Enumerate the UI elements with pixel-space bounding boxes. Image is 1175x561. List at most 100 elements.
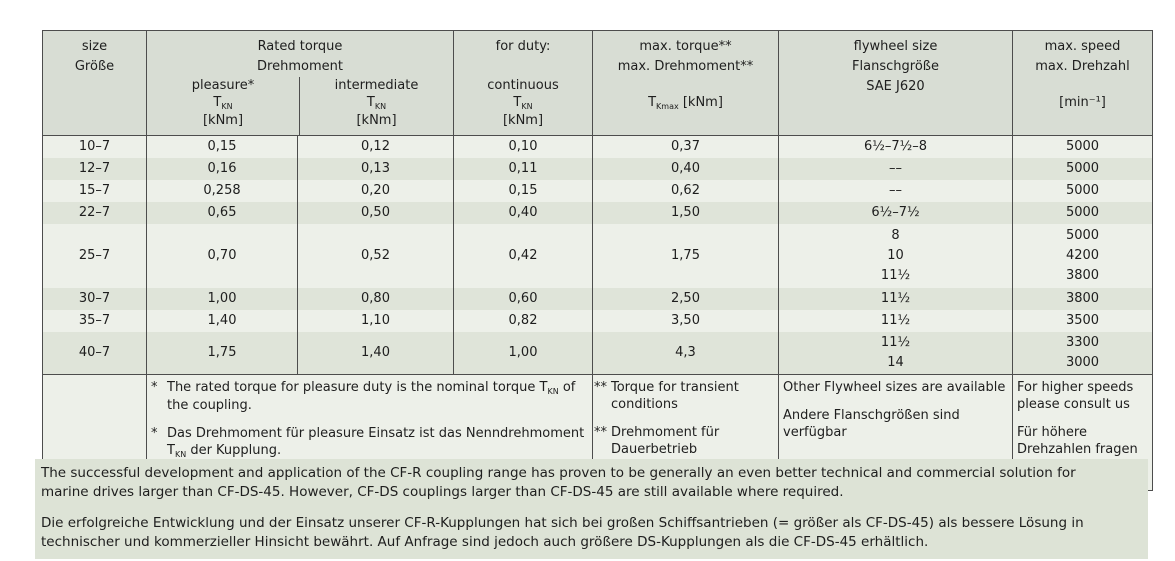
header-cell-size: size Größe: [42, 30, 147, 136]
cell-size: 22–7: [42, 201, 147, 224]
cell-intermediate: 0,13: [297, 157, 454, 180]
header-cell-max-torque: max. torque** max. Drehmoment** TKmax [k…: [592, 30, 779, 136]
cell-speed: 3300 3000: [1012, 331, 1153, 375]
max-speed-label-de: max. Drehzahl: [1035, 59, 1130, 74]
cell-flywheel: 6½–7½–8: [778, 135, 1013, 158]
cell-pleasure: 0,15: [146, 135, 298, 158]
flywheel-standard: SAE J620: [866, 79, 925, 94]
knm-unit: [kNm]: [356, 113, 397, 128]
max-speed-label-en: max. speed: [1044, 39, 1121, 54]
header-row: size Größe Rated torque Drehmoment: [42, 30, 1153, 136]
cell-continuous: 1,00: [453, 331, 593, 375]
table-body: 10–7 0,15 0,12 0,10 0,37 6½–7½–8 5000 12…: [42, 135, 1153, 491]
tkn-symbol: TKN: [513, 95, 533, 111]
cell-size: 40–7: [42, 331, 147, 375]
cell-speed: 3800: [1012, 287, 1153, 310]
footnote-dstar-de: ** Drehmoment für Dauerbetrieb: [594, 424, 774, 458]
table-row: 12–7 0,16 0,13 0,11 0,40 –– 5000: [42, 157, 1153, 180]
max-torque-label-de: max. Drehmoment**: [617, 59, 754, 74]
rated-torque-label-de: Drehmoment: [257, 59, 343, 74]
coupling-spec-table: size Größe Rated torque Drehmoment: [42, 30, 1153, 491]
cell-intermediate: 0,12: [297, 135, 454, 158]
cell-max-torque: 1,75: [592, 223, 779, 288]
footnote-star-en: * The rated torque for pleasure duty is …: [151, 379, 588, 414]
cell-flywheel: 11½: [778, 309, 1013, 332]
size-label-de: Größe: [74, 59, 115, 74]
tkmax-symbol: TKmax [kNm]: [648, 95, 723, 111]
cell-intermediate: 0,20: [297, 179, 454, 202]
header-cell-max-speed: max. speed max. Drehzahl [min⁻¹]: [1012, 30, 1153, 136]
footnote-marker: *: [151, 426, 158, 441]
cell-flywheel: ––: [778, 157, 1013, 180]
cell-continuous: 0,82: [453, 309, 593, 332]
cell-speed: 3500: [1012, 309, 1153, 332]
description-block: The successful development and applicati…: [35, 459, 1148, 559]
footnote-text: Other Flywheel sizes are available: [783, 380, 1006, 395]
cell-intermediate: 0,50: [297, 201, 454, 224]
footnote-text: Andere Flanschgrößen sind verfügbar: [783, 408, 960, 440]
footnote-marker: **: [594, 425, 607, 440]
footnote-text: Drehmoment für Dauerbetrieb: [611, 425, 720, 457]
footnote-text: Das Drehmoment für pleasure Einsatz ist …: [167, 426, 585, 459]
cell-continuous: 0,60: [453, 287, 593, 310]
header-cell-for-duty: for duty: continuous TKN [kNm]: [453, 30, 593, 136]
cell-intermediate: 0,80: [297, 287, 454, 310]
table-row: 35–7 1,40 1,10 0,82 3,50 11½ 3500: [42, 309, 1153, 332]
cell-size: 12–7: [42, 157, 147, 180]
cell-pleasure: 1,40: [146, 309, 298, 332]
cell-flywheel: 11½: [778, 287, 1013, 310]
subheader-intermediate: intermediate TKN [kNm]: [300, 77, 453, 135]
cell-speed: 5000: [1012, 135, 1153, 158]
min-unit: [min⁻¹]: [1059, 95, 1106, 110]
cell-intermediate: 1,40: [297, 331, 454, 375]
cell-speed: 5000: [1012, 157, 1153, 180]
footnote-text: For higher speeds please consult us: [1017, 380, 1134, 412]
cell-continuous: 0,11: [453, 157, 593, 180]
cell-max-torque: 4,3: [592, 331, 779, 375]
cell-continuous: 0,15: [453, 179, 593, 202]
cell-max-torque: 0,37: [592, 135, 779, 158]
cell-size: 35–7: [42, 309, 147, 332]
cell-max-torque: 0,62: [592, 179, 779, 202]
cell-max-torque: 3,50: [592, 309, 779, 332]
cell-max-torque: 2,50: [592, 287, 779, 310]
flywheel-label-de: Flanschgröße: [852, 59, 939, 74]
cell-flywheel: ––: [778, 179, 1013, 202]
cell-continuous: 0,40: [453, 201, 593, 224]
cell-pleasure: 1,75: [146, 331, 298, 375]
cell-pleasure: 0,258: [146, 179, 298, 202]
footnote-dstar-en: ** Torque for transient conditions: [594, 379, 774, 413]
header-cell-rated-torque: Rated torque Drehmoment pleasure* TKN [k…: [146, 30, 454, 136]
continuous-label: continuous: [487, 78, 559, 93]
knm-unit: [kNm]: [502, 113, 544, 128]
intermediate-label: intermediate: [334, 78, 419, 93]
description-paragraph-en: The successful development and applicati…: [41, 465, 1076, 500]
cell-size: 30–7: [42, 287, 147, 310]
cell-intermediate: 0,52: [297, 223, 454, 288]
cell-max-torque: 1,50: [592, 201, 779, 224]
table-row: 22–7 0,65 0,50 0,40 1,50 6½–7½ 5000: [42, 201, 1153, 224]
footnote-text: The rated torque for pleasure duty is th…: [167, 380, 576, 413]
cell-flywheel: 6½–7½: [778, 201, 1013, 224]
table-row: 40–7 1,75 1,40 1,00 4,3 11½ 14 3300 3000: [42, 331, 1153, 375]
cell-max-torque: 0,40: [592, 157, 779, 180]
table-header: size Größe Rated torque Drehmoment: [42, 30, 1153, 136]
pleasure-label: pleasure*: [191, 78, 255, 93]
cell-continuous: 0,10: [453, 135, 593, 158]
tkn-symbol: TKN: [366, 95, 387, 111]
cell-speed: 5000: [1012, 201, 1153, 224]
footnote-text: Torque for transient conditions: [611, 380, 739, 412]
rated-torque-label-en: Rated torque: [257, 39, 343, 54]
cell-size: 25–7: [42, 223, 147, 288]
cell-intermediate: 1,10: [297, 309, 454, 332]
cell-flywheel: 8 10 11½: [778, 223, 1013, 288]
cell-speed: 5000: [1012, 179, 1153, 202]
cell-flywheel: 11½ 14: [778, 331, 1013, 375]
cell-size: 15–7: [42, 179, 147, 202]
cell-size: 10–7: [42, 135, 147, 158]
table-row: 10–7 0,15 0,12 0,10 0,37 6½–7½–8 5000: [42, 135, 1153, 158]
table-row: 30–7 1,00 0,80 0,60 2,50 11½ 3800: [42, 287, 1153, 310]
max-torque-label-en: max. torque**: [639, 39, 732, 54]
footnote-cell-empty: [42, 374, 147, 491]
